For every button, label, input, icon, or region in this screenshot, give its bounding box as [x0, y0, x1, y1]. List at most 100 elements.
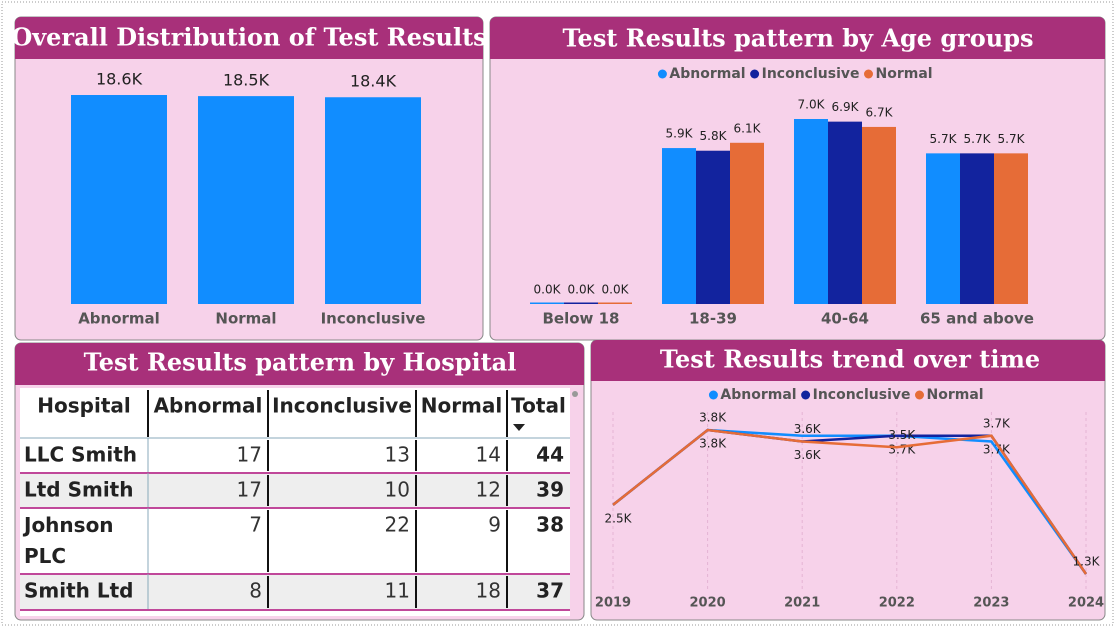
- chart-title: Overall Distribution of Test Results: [11, 23, 486, 52]
- x-tick-label: Below 18: [542, 310, 619, 328]
- cell: 22: [385, 513, 410, 537]
- data-label: 3.6K: [794, 422, 822, 436]
- legend-label: Inconclusive: [813, 387, 911, 403]
- data-label: 18.4K: [350, 72, 397, 91]
- bar: [598, 302, 632, 304]
- row-total: 39: [536, 478, 564, 502]
- data-label: 18.5K: [223, 71, 270, 90]
- row-label: Smith Ltd: [24, 579, 133, 603]
- chart-title: Test Results pattern by Age groups: [562, 24, 1033, 53]
- line: [612, 428, 1088, 575]
- data-label: 7.0K: [798, 98, 826, 112]
- x-tick-label: Abnormal: [78, 310, 160, 328]
- row-label: Johnson PLC: [22, 513, 121, 568]
- legend-label: Abnormal: [669, 66, 745, 82]
- data-label: 3.8K: [699, 437, 727, 451]
- bar: [325, 97, 421, 304]
- row-label: Ltd Smith: [24, 478, 133, 502]
- column-header: Inconclusive: [272, 394, 412, 418]
- bar: [794, 119, 828, 304]
- column-header: Normal: [421, 394, 503, 418]
- cell: 10: [385, 478, 410, 502]
- data-label: 5.8K: [700, 129, 728, 143]
- bar: [730, 142, 764, 304]
- data-label: 6.1K: [734, 121, 762, 135]
- x-tick-label: Normal: [215, 310, 276, 328]
- legend-marker: [915, 390, 924, 400]
- bar: [662, 148, 696, 304]
- row-bg: [20, 473, 570, 508]
- data-label: 0.0K: [568, 283, 596, 297]
- legend-label: Normal: [876, 66, 933, 82]
- data-label: 0.0K: [602, 283, 630, 297]
- panel-header: [15, 17, 483, 59]
- x-tick-label: 18-39: [689, 310, 737, 328]
- x-tick-label: 2024: [1068, 596, 1104, 611]
- legend-label: Normal: [927, 387, 984, 403]
- column-header: Hospital: [37, 394, 130, 418]
- row-total: 44: [536, 443, 564, 467]
- x-tick-label: 2019: [595, 596, 631, 611]
- data-label: 0.0K: [534, 283, 562, 297]
- legend-marker: [864, 69, 873, 79]
- data-label: 5.7K: [964, 132, 992, 146]
- data-label: 5.9K: [666, 127, 694, 141]
- bar: [530, 302, 564, 304]
- data-label: 5.7K: [998, 132, 1026, 146]
- bar: [926, 153, 960, 304]
- legend-marker: [750, 69, 760, 79]
- panel-header: [490, 17, 1105, 59]
- data-label: 2.5K: [605, 511, 633, 525]
- bar: [828, 121, 862, 305]
- legend-marker: [657, 69, 667, 79]
- bar: [862, 126, 896, 304]
- data-label: 3.8K: [699, 411, 727, 425]
- chart-title: Test Results trend over time: [660, 345, 1040, 374]
- bar: [71, 95, 167, 304]
- cell: 13: [385, 443, 410, 467]
- table-title: Test Results pattern by Hospital: [84, 348, 517, 377]
- sort-arrow: [513, 424, 525, 431]
- data-label: 3.5K: [888, 428, 916, 442]
- data-label: 6.9K: [832, 100, 860, 114]
- column-header: Total: [511, 394, 566, 418]
- bar: [960, 153, 994, 304]
- cell: 12: [476, 478, 501, 502]
- legend-label: Abnormal: [720, 387, 796, 403]
- data-label: 18.6K: [96, 70, 143, 89]
- panel-header: [591, 340, 1105, 381]
- data-label: 3.7K: [983, 416, 1011, 430]
- x-tick-label: 2020: [690, 596, 726, 611]
- data-label: 5.7K: [930, 132, 958, 146]
- column-header: Abnormal: [154, 394, 263, 418]
- bar: [564, 302, 598, 304]
- legend-marker: [801, 390, 811, 400]
- row-label: LLC Smith: [24, 443, 137, 467]
- bar: [994, 153, 1028, 304]
- x-tick-label: 2023: [973, 596, 1009, 611]
- legend-label: Inconclusive: [762, 66, 860, 82]
- row-total: 37: [536, 579, 564, 603]
- x-tick-label: 65 and above: [920, 310, 1034, 328]
- x-tick-label: 40-64: [821, 310, 869, 328]
- data-label: 6.7K: [866, 105, 894, 119]
- cell: 11: [385, 579, 410, 603]
- cell: 8: [249, 579, 262, 603]
- x-tick-label: 2021: [784, 596, 820, 611]
- x-tick-label: Inconclusive: [321, 310, 426, 328]
- row-total: 38: [536, 513, 564, 537]
- legend-marker: [708, 390, 718, 400]
- data-label: 3.6K: [794, 448, 822, 462]
- cell: 7: [249, 513, 262, 537]
- cell: 17: [237, 478, 262, 502]
- scrollbar: [572, 391, 578, 397]
- x-tick-label: 2022: [879, 596, 915, 611]
- bar: [198, 96, 294, 304]
- cell: 17: [237, 443, 262, 467]
- row-bg: [20, 574, 570, 610]
- panel: [590, 339, 1106, 621]
- data-label: 1.3K: [1073, 555, 1101, 569]
- cell: 9: [488, 513, 501, 537]
